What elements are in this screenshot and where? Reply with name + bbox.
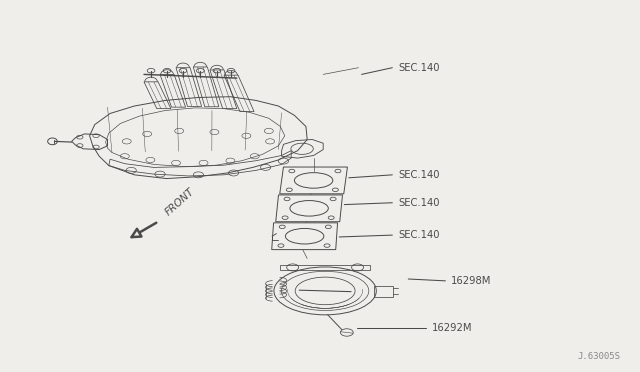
- Text: SEC.140: SEC.140: [399, 230, 440, 240]
- Text: SEC.140: SEC.140: [399, 170, 440, 180]
- Text: J.63005S: J.63005S: [578, 352, 621, 361]
- Text: SEC.140: SEC.140: [399, 198, 440, 208]
- Text: FRONT: FRONT: [163, 186, 196, 218]
- Text: SEC.140: SEC.140: [399, 63, 440, 73]
- Text: 16292M: 16292M: [432, 323, 472, 333]
- Text: 16298M: 16298M: [451, 276, 492, 286]
